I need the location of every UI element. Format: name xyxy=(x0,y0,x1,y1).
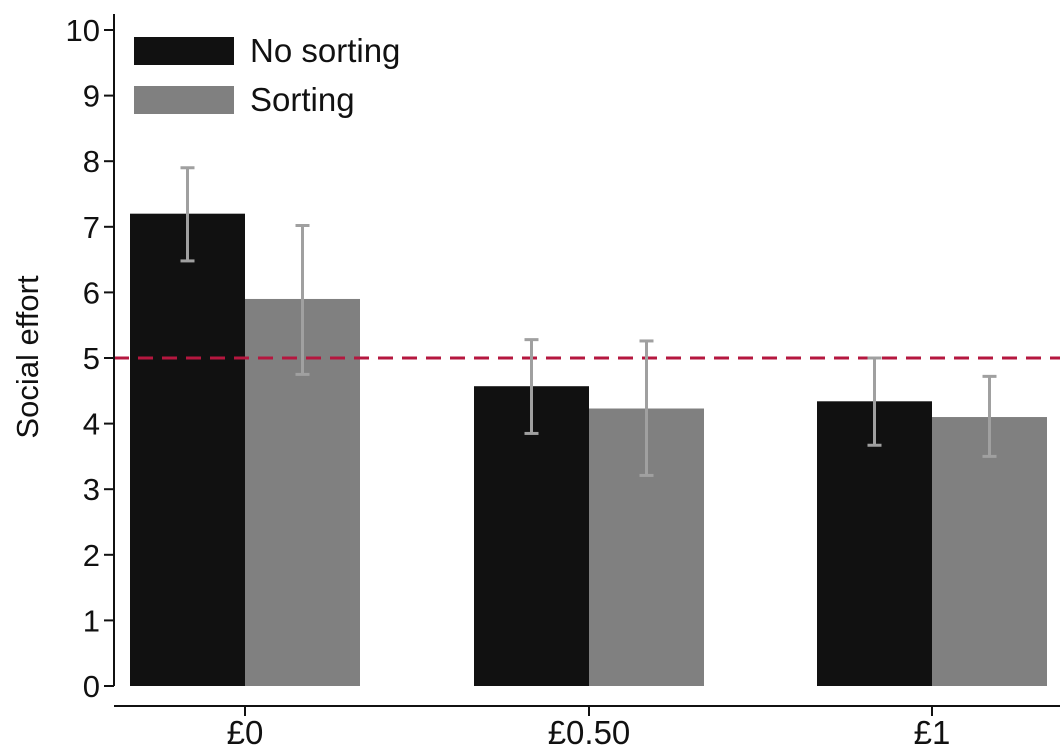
bar-no-sorting-1 xyxy=(474,386,589,686)
y-tick-label: 8 xyxy=(83,144,100,179)
y-tick-label: 3 xyxy=(83,472,100,507)
error-bar-sorting-1 xyxy=(639,339,654,477)
bar-no-sorting-0 xyxy=(130,213,245,686)
legend-label: No sorting xyxy=(250,32,400,69)
y-tick-label: 1 xyxy=(83,603,100,638)
y-tick-label: 7 xyxy=(83,210,100,245)
y-tick-label: 2 xyxy=(83,538,100,573)
x-tick-label: £0 xyxy=(227,714,264,751)
error-bar-no-sorting-0 xyxy=(180,166,195,263)
legend-item-no-sorting: No sorting xyxy=(134,32,400,69)
legend-swatch xyxy=(134,86,234,114)
error-bar-no-sorting-2 xyxy=(867,356,882,447)
legend-item-sorting: Sorting xyxy=(134,81,355,118)
x-tick-label: £0.50 xyxy=(548,714,631,751)
x-tick-label: £1 xyxy=(914,714,951,751)
error-bar-no-sorting-1 xyxy=(524,338,539,435)
y-tick-label: 10 xyxy=(66,13,100,48)
legend-swatch xyxy=(134,37,234,65)
y-tick-label: 4 xyxy=(83,407,100,442)
error-bar-sorting-2 xyxy=(982,374,997,458)
legend-label: Sorting xyxy=(250,81,355,118)
axes: 0 1 2 3 4 5 6 7 8 9 10 £0 £0.50 £1 xyxy=(66,13,1060,751)
y-axis-label: Social effort xyxy=(10,275,45,439)
y-tick-label: 9 xyxy=(83,79,100,114)
plot-area xyxy=(114,166,1060,686)
y-tick-label: 5 xyxy=(83,341,100,376)
bar-sorting-2 xyxy=(932,417,1047,686)
y-tick-label: 0 xyxy=(83,669,100,704)
bar-no-sorting-2 xyxy=(817,401,932,686)
error-bar-sorting-0 xyxy=(295,223,310,376)
y-tick-label: 6 xyxy=(83,275,100,310)
legend: No sorting Sorting xyxy=(134,32,400,118)
